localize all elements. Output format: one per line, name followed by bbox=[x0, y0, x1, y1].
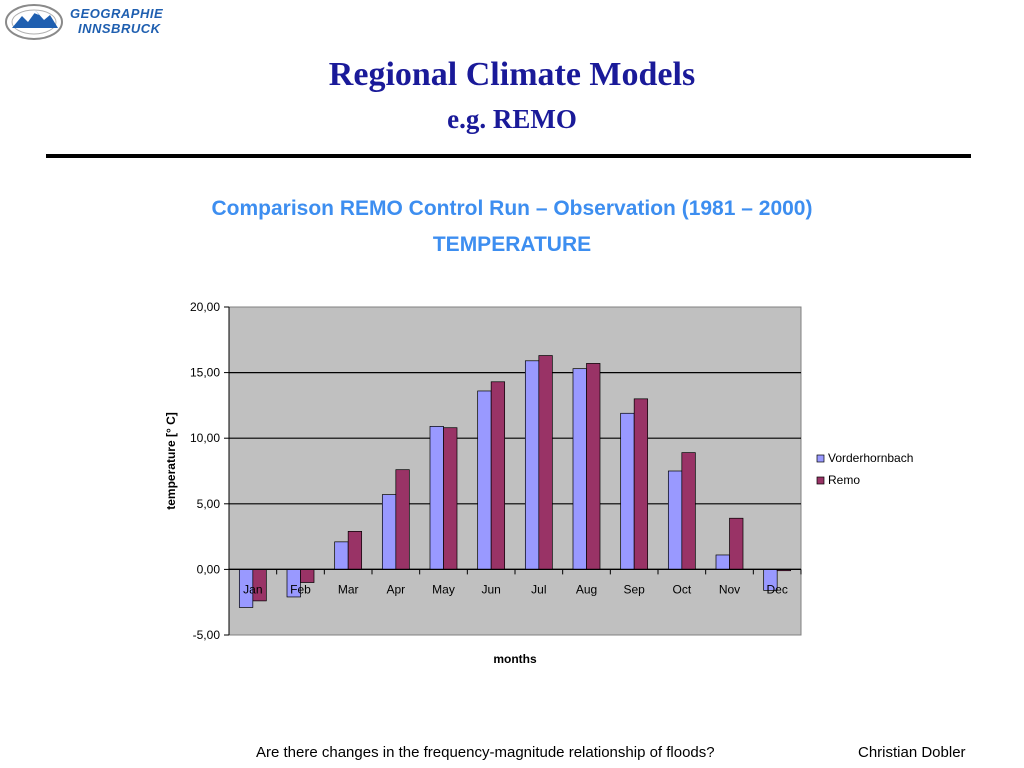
x-tick-label: Dec bbox=[766, 582, 787, 596]
bar-remo-feb bbox=[300, 569, 315, 583]
bar-remo-mar bbox=[347, 531, 363, 570]
x-axis-label: months bbox=[493, 652, 537, 666]
legend-label-remo: Remo bbox=[828, 473, 860, 487]
y-tick-label: 15,00 bbox=[190, 366, 220, 380]
bar-remo-apr bbox=[395, 469, 410, 570]
slide-subtitle: e.g. REMO bbox=[447, 104, 577, 134]
bar-vorderhornbach-jun bbox=[477, 390, 492, 570]
logo-line2: INNSBRUCK bbox=[78, 21, 161, 36]
x-tick-label: Aug bbox=[576, 582, 597, 596]
bar-vorderhornbach-may bbox=[429, 426, 444, 570]
x-tick-label: Nov bbox=[719, 582, 740, 596]
slide-title: Regional Climate Models bbox=[328, 56, 696, 93]
y-tick-label: 10,00 bbox=[190, 431, 220, 445]
footer-question: Are there changes in the frequency-magni… bbox=[256, 744, 715, 761]
bar-remo-jun bbox=[490, 381, 506, 570]
bar-remo-sep bbox=[633, 398, 649, 570]
x-tick-label: Mar bbox=[338, 582, 359, 596]
bar-remo-may bbox=[443, 427, 458, 570]
x-tick-label: Apr bbox=[386, 582, 405, 596]
y-tick-label: 5,00 bbox=[197, 497, 221, 511]
title-divider bbox=[46, 154, 971, 158]
bar-remo-aug bbox=[586, 363, 601, 570]
bar-vorderhornbach-mar bbox=[334, 541, 349, 570]
y-axis-label: temperature [° C] bbox=[164, 412, 178, 509]
x-tick-label: Jan bbox=[243, 582, 262, 596]
bar-remo-nov bbox=[729, 517, 744, 570]
bar-vorderhornbach-jul bbox=[524, 360, 540, 570]
plot-area bbox=[228, 306, 802, 636]
y-tick-label: 20,00 bbox=[190, 300, 220, 314]
legend: Vorderhornbach Remo bbox=[816, 451, 913, 487]
bar-vorderhornbach-aug bbox=[572, 368, 587, 570]
x-tick-label: Sep bbox=[623, 582, 645, 596]
x-tick-label: Jul bbox=[531, 582, 546, 596]
logo-line1: GEOGRAPHIE bbox=[70, 6, 164, 21]
temperature-bar-chart: 20,00 15,00 10,00 5,00 0,00 -5,00 Jan Feb Mar Apr… bbox=[164, 300, 913, 666]
footer-author: Christian Dobler bbox=[858, 744, 966, 761]
bar-vorderhornbach-sep bbox=[620, 412, 635, 570]
x-tick-label: Jun bbox=[481, 582, 500, 596]
bar-vorderhornbach-nov bbox=[715, 554, 730, 570]
bar-vorderhornbach-apr bbox=[381, 494, 397, 570]
chart-heading: Comparison REMO Control Run – Observatio… bbox=[211, 197, 813, 220]
bar-remo-jul bbox=[538, 355, 553, 570]
y-tick-label: -5,00 bbox=[193, 628, 221, 642]
geographie-innsbruck-logo: GEOGRAPHIE INNSBRUCK bbox=[4, 2, 164, 42]
x-tick-label: May bbox=[432, 582, 455, 596]
legend-swatch-vorderhornbach bbox=[816, 454, 825, 463]
chart-subheading: TEMPERATURE bbox=[432, 233, 592, 256]
x-tick-label: Oct bbox=[672, 582, 691, 596]
legend-swatch-remo bbox=[816, 476, 825, 485]
x-tick-label: Feb bbox=[290, 582, 311, 596]
y-tick-label: 0,00 bbox=[197, 562, 221, 576]
legend-label-vorderhornbach: Vorderhornbach bbox=[828, 451, 913, 465]
bar-vorderhornbach-oct bbox=[667, 470, 683, 570]
globe-mountain-icon bbox=[5, 4, 63, 40]
bar-remo-oct bbox=[681, 452, 696, 570]
